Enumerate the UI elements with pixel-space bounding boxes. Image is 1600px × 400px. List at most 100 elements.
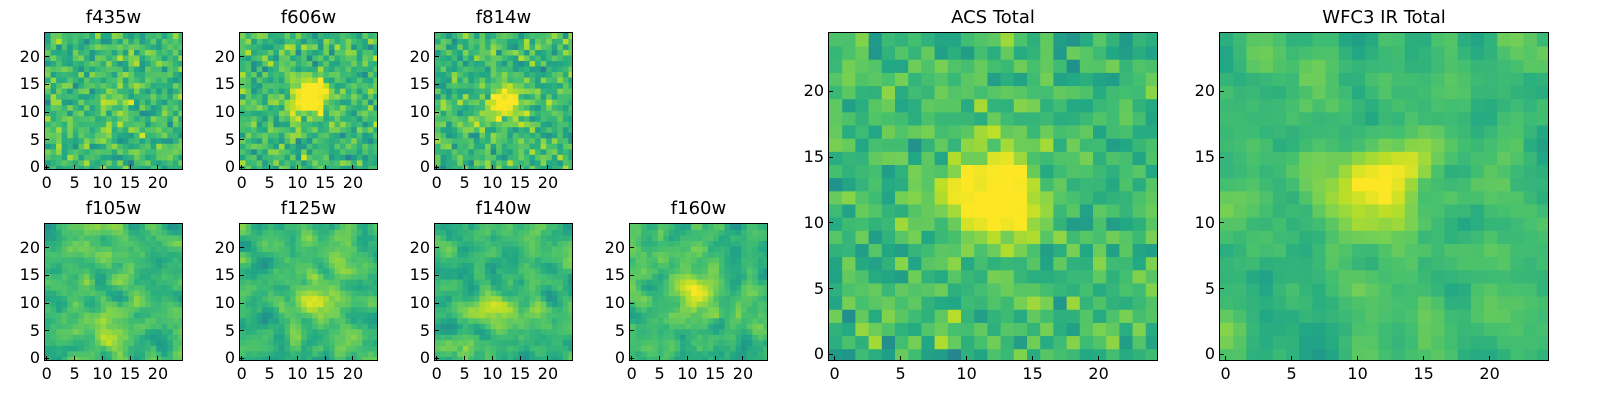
heatmap-cell <box>507 262 514 269</box>
heatmap-cell <box>535 290 542 297</box>
heatmap-cell <box>133 306 140 313</box>
heatmap-cell <box>167 60 174 67</box>
heatmap-cell <box>446 99 453 106</box>
heatmap-cell <box>523 334 530 341</box>
heatmap-cell <box>245 251 252 258</box>
heatmap-cell <box>278 165 285 169</box>
heatmap-cell <box>111 165 118 169</box>
heatmap-cell <box>1066 309 1081 323</box>
heatmap-cell <box>345 290 352 297</box>
heatmap-cell <box>334 104 341 111</box>
heatmap-cell <box>507 110 514 117</box>
heatmap-cell <box>356 229 363 236</box>
heatmap-cell <box>735 317 742 324</box>
heatmap-cell <box>921 204 935 218</box>
heatmap-cell <box>267 224 274 230</box>
heatmap-cell <box>485 339 491 346</box>
heatmap-cell <box>117 356 124 360</box>
heatmap-cell <box>457 49 464 56</box>
heatmap-cell <box>1145 217 1157 231</box>
heatmap-cell <box>562 229 569 236</box>
heatmap-cell <box>446 356 453 360</box>
heatmap-cell <box>334 235 341 241</box>
heatmap-cell <box>479 323 486 330</box>
heatmap-cell <box>512 66 519 73</box>
x-tick-label: 20 <box>342 364 364 383</box>
heatmap-cell <box>256 251 263 258</box>
heatmap-cell <box>256 246 263 252</box>
heatmap-cell <box>267 110 274 117</box>
heatmap-cell <box>351 55 358 61</box>
heatmap-cell <box>961 217 975 231</box>
heatmap-cell <box>240 279 246 286</box>
heatmap-cell <box>691 262 698 269</box>
heatmap-cell <box>462 38 469 45</box>
heatmap-cell <box>485 33 491 39</box>
heatmap-cell <box>457 132 464 139</box>
heatmap-cell <box>557 224 564 230</box>
heatmap-cell <box>290 339 296 346</box>
heatmap-cell <box>741 229 748 236</box>
heatmap-cell <box>122 257 129 264</box>
heatmap-cell <box>95 38 101 45</box>
heatmap-cell <box>267 77 274 84</box>
heatmap-cell <box>674 345 681 352</box>
heatmap-cell <box>145 126 152 133</box>
heatmap-cell <box>908 243 922 258</box>
heatmap-cell <box>295 126 302 133</box>
heatmap-cell <box>462 121 469 128</box>
heatmap-cell <box>262 154 269 161</box>
heatmap-cell <box>457 328 464 335</box>
heatmap-cell <box>546 71 553 78</box>
heatmap-cell <box>133 148 140 155</box>
heatmap-cell <box>546 110 553 117</box>
heatmap-cell <box>323 262 330 269</box>
heatmap-cell <box>278 77 285 84</box>
heatmap-cell <box>987 177 1001 192</box>
heatmap-cell <box>334 126 341 133</box>
heatmap-cell <box>156 93 163 100</box>
heatmap-cell <box>345 262 352 269</box>
heatmap-cell <box>351 284 358 291</box>
heatmap-cell <box>546 99 553 106</box>
heatmap-cell <box>373 132 377 139</box>
heatmap-cell <box>111 99 118 106</box>
heatmap-cell <box>501 345 508 352</box>
heatmap-cell <box>295 306 302 313</box>
heatmap-cell <box>501 262 508 269</box>
heatmap-cell <box>974 309 988 323</box>
heatmap-cell <box>457 126 464 133</box>
heatmap-cell <box>340 82 347 89</box>
heatmap-cell <box>724 229 731 236</box>
heatmap-cell <box>908 217 922 231</box>
heatmap-cell <box>284 104 291 111</box>
heatmap-cell <box>523 126 530 133</box>
heatmap-cell <box>842 283 856 297</box>
heatmap-cell <box>245 71 252 78</box>
heatmap-cell <box>934 335 949 350</box>
heatmap-cell <box>540 38 547 45</box>
heatmap-cell <box>100 306 107 313</box>
heatmap-cell <box>328 88 335 95</box>
heatmap-cell <box>273 77 280 84</box>
heatmap-cell <box>156 323 163 330</box>
heatmap-cell <box>568 110 572 117</box>
heatmap-cell <box>323 317 330 324</box>
heatmap-cell <box>334 115 341 122</box>
heatmap-cell <box>156 317 163 324</box>
heatmap-cell <box>707 339 714 346</box>
heatmap-cell <box>696 268 703 275</box>
heatmap-cell <box>295 229 302 236</box>
heatmap-cell <box>479 104 486 111</box>
heatmap-cell <box>56 110 63 117</box>
heatmap-cell <box>100 312 107 319</box>
heatmap-cell <box>67 306 74 313</box>
heatmap-cell <box>518 323 525 330</box>
heatmap-cell <box>278 350 285 357</box>
heatmap-cell <box>457 301 464 308</box>
heatmap-cell <box>323 251 330 258</box>
heatmap-cell <box>89 159 96 166</box>
heatmap-cell <box>512 148 519 155</box>
heatmap-cell <box>251 257 258 264</box>
heatmap-cell <box>78 328 85 335</box>
